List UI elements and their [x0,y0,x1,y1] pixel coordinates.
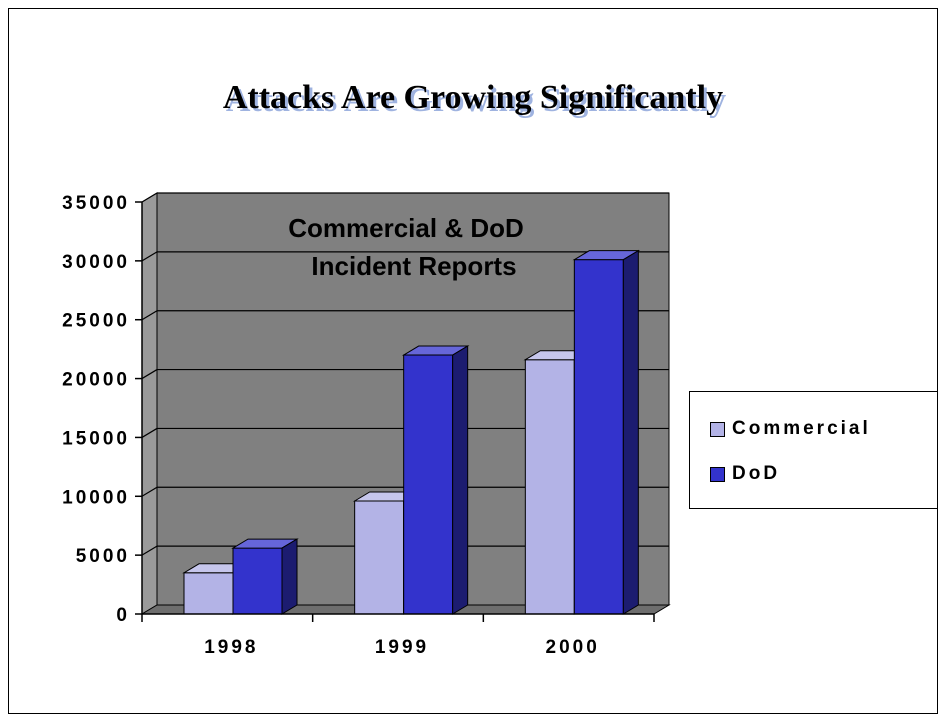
legend: Commercial DoD [689,391,937,509]
y-tick-label: 10000 [62,487,130,508]
y-tick-label: 30000 [62,252,130,273]
legend-item-commercial: Commercial [710,418,871,440]
gridline-side [141,310,158,321]
axes [135,201,655,622]
y-tick-label: 25000 [62,311,130,332]
bars [182,249,641,615]
gridline-side [141,427,158,438]
slide-title: Attacks Are Growing Significantly [222,79,724,116]
y-tick-label: 35000 [62,193,130,214]
annotation-line-1: Commercial & DoD [288,213,524,243]
gridline-side [141,545,158,556]
y-tick-label: 15000 [62,428,130,449]
y-tick-label: 0 [116,605,130,626]
gridline-side [141,251,158,262]
annotation-line-2: Incident Reports [311,251,516,281]
bar-dod-1999 [401,345,470,615]
bar-front [403,354,454,615]
bar-side [281,538,298,615]
bar-front [524,359,575,615]
gridline-side [141,486,158,497]
bar-front [354,500,405,615]
bar-side [622,249,639,615]
x-tick-label: 1998 [204,637,258,658]
bar-front [573,259,624,615]
legend-swatch-dod [710,466,725,482]
legend-swatch-commercial [710,421,725,437]
bar-side [452,345,469,615]
bar-dod-2000 [572,249,641,615]
legend-label-commercial: Commercial [732,418,871,439]
bar-dod-1998 [231,538,299,615]
x-tick-labels: 1998 1999 2000 [204,637,600,658]
gridline-side [141,192,158,203]
y-tick-label: 5000 [76,546,130,567]
slide: Attacks Are Growing Significantly 0 5000 1… [8,8,938,714]
y-tick-label: 20000 [62,370,130,391]
x-tick-label: 1999 [375,637,429,658]
bar-front [232,547,283,615]
bar-chart: 0 5000 10000 15000 20000 25000 30000 35000 1998… [62,192,671,658]
gridline-side [141,369,158,380]
legend-item-dod: DoD [710,463,780,485]
y-tick-labels: 0 5000 10000 15000 20000 25000 30000 35000 [62,193,130,626]
x-tick-label: 2000 [546,637,600,658]
legend-label-dod: DoD [732,463,781,484]
bar-front [183,572,234,615]
